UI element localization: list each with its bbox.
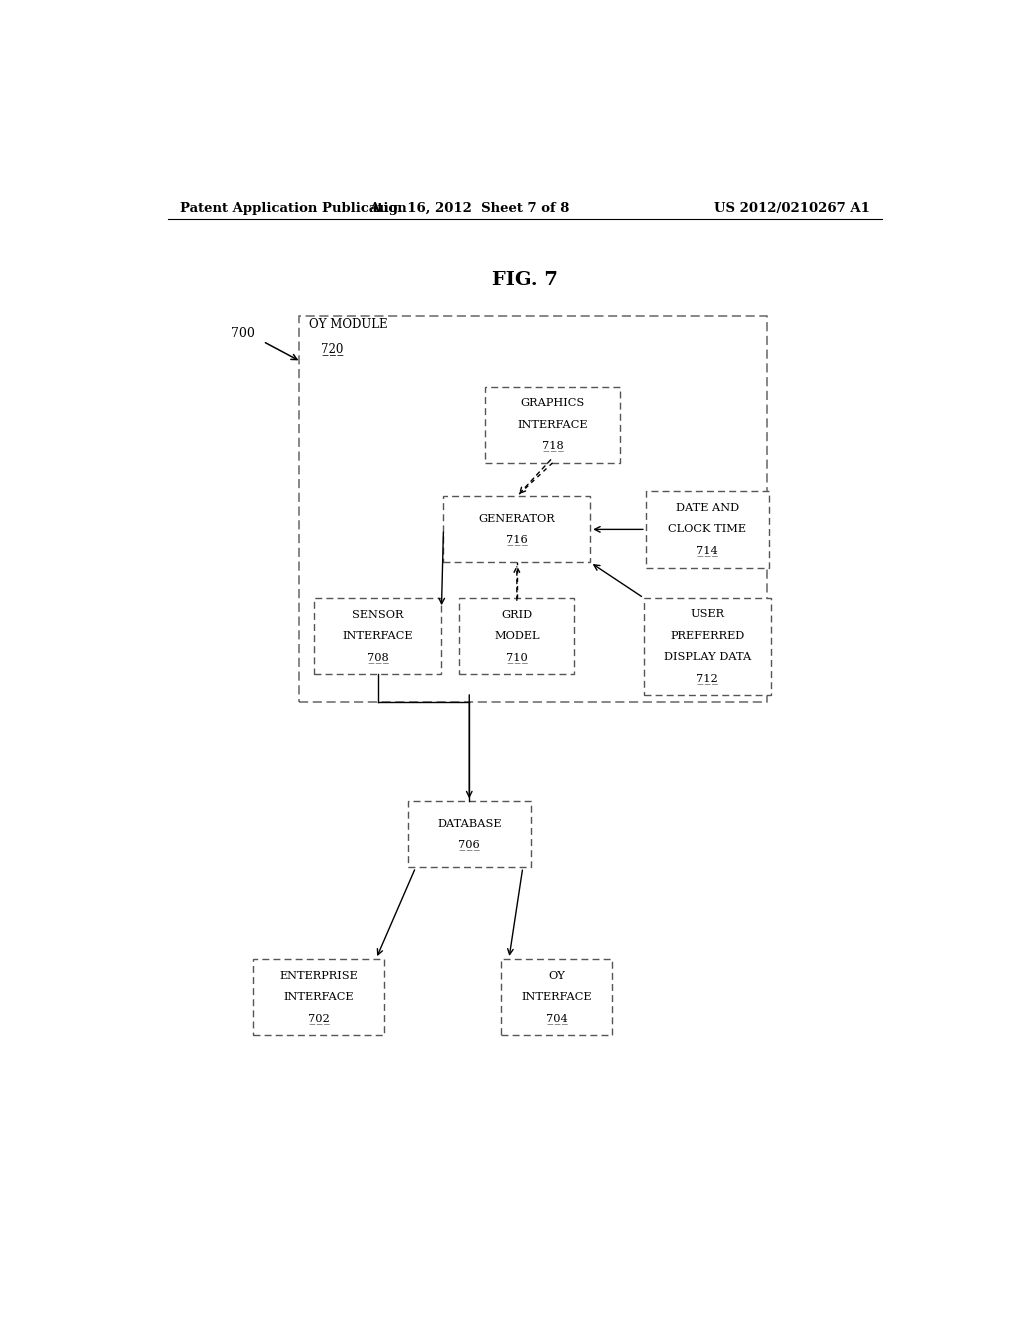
Text: CLOCK TIME: CLOCK TIME [669, 524, 746, 535]
Text: DISPLAY DATA: DISPLAY DATA [664, 652, 751, 661]
Bar [485, 387, 620, 463]
Text: US 2012/0210267 A1: US 2012/0210267 A1 [714, 202, 870, 215]
Text: INTERFACE: INTERFACE [517, 420, 588, 430]
Text: FIG. 7: FIG. 7 [492, 272, 558, 289]
Bar [646, 491, 769, 568]
Text: 7̲1̲0̲: 7̲1̲0̲ [506, 652, 527, 663]
Text: OY: OY [548, 970, 565, 981]
Bar [644, 598, 771, 694]
Bar [314, 598, 441, 675]
Text: 7̲1̲8̲: 7̲1̲8̲ [542, 441, 563, 451]
Text: 7̲2̲0̲: 7̲2̲0̲ [321, 342, 343, 355]
Text: GENERATOR: GENERATOR [478, 513, 555, 524]
Text: SENSOR: SENSOR [352, 610, 403, 620]
Text: 7̲1̲6̲: 7̲1̲6̲ [506, 535, 527, 545]
Text: 7̲1̲2̲: 7̲1̲2̲ [696, 673, 718, 684]
Text: DATE AND: DATE AND [676, 503, 739, 513]
Text: MODEL: MODEL [495, 631, 540, 642]
Text: OY MODULE: OY MODULE [309, 318, 387, 330]
Bar [460, 598, 574, 675]
Text: Patent Application Publication: Patent Application Publication [179, 202, 407, 215]
Text: INTERFACE: INTERFACE [521, 991, 592, 1002]
Text: Aug. 16, 2012  Sheet 7 of 8: Aug. 16, 2012 Sheet 7 of 8 [369, 202, 569, 215]
Bar [443, 496, 590, 562]
Text: GRAPHICS: GRAPHICS [520, 399, 585, 408]
Text: DATABASE: DATABASE [437, 818, 502, 829]
Bar [408, 801, 530, 867]
Text: GRID: GRID [502, 610, 532, 620]
Bar [253, 958, 384, 1035]
Text: INTERFACE: INTERFACE [284, 991, 353, 1002]
Text: ENTERPRISE: ENTERPRISE [280, 970, 357, 981]
Text: 7̲0̲2̲: 7̲0̲2̲ [307, 1012, 330, 1023]
Text: 7̲0̲6̲: 7̲0̲6̲ [459, 840, 480, 850]
Text: 7̲0̲4̲: 7̲0̲4̲ [546, 1012, 567, 1023]
Bar [501, 958, 612, 1035]
Bar [299, 315, 767, 702]
Text: INTERFACE: INTERFACE [343, 631, 414, 642]
Text: PREFERRED: PREFERRED [670, 631, 744, 640]
Text: 700: 700 [231, 327, 255, 339]
Text: 7̲0̲8̲: 7̲0̲8̲ [368, 652, 389, 663]
Text: USER: USER [690, 610, 724, 619]
Text: 7̲1̲4̲: 7̲1̲4̲ [696, 545, 718, 556]
